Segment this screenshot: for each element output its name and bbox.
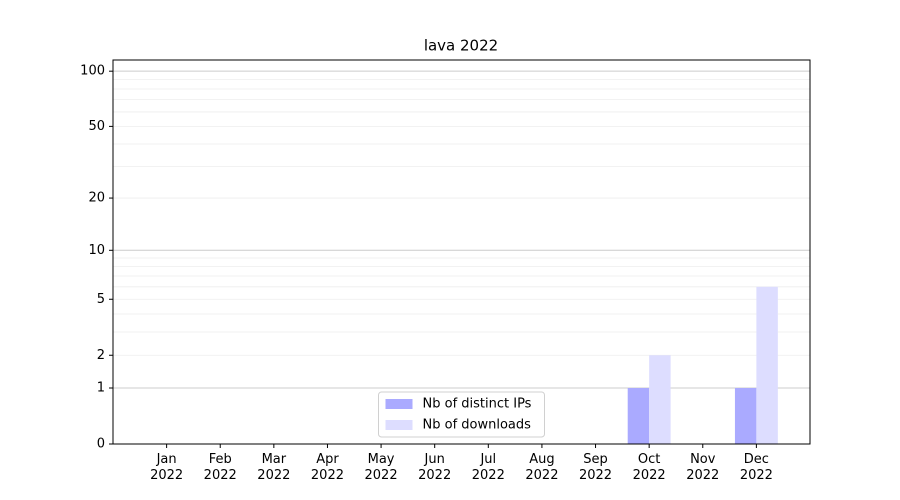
y-tick-label: 2 <box>97 348 105 363</box>
x-tick-label: Oct 2022 <box>632 452 666 483</box>
x-tick-label: Jun 2022 <box>418 452 452 483</box>
legend-label: Nb of distinct IPs <box>423 397 532 412</box>
x-tick-label: Nov 2022 <box>686 452 720 483</box>
x-tick-label: Jan 2022 <box>150 452 184 483</box>
legend-swatch <box>385 420 413 430</box>
x-tick-label: May 2022 <box>364 452 398 483</box>
y-tick-label: 100 <box>80 64 105 79</box>
bar <box>627 388 650 444</box>
plot-frame <box>112 59 811 445</box>
y-tick-label: 10 <box>88 243 105 258</box>
chart-title: lava 2022 <box>424 37 498 55</box>
x-tick-label: Dec 2022 <box>739 452 773 483</box>
y-tick-label: 20 <box>88 191 105 206</box>
y-tick-label: 50 <box>88 119 105 134</box>
bar <box>734 388 757 444</box>
y-tick-label: 0 <box>97 437 105 452</box>
x-tick-label: Aug 2022 <box>525 452 559 483</box>
x-tick-label: Jul 2022 <box>471 452 505 483</box>
legend-label: Nb of downloads <box>423 418 532 433</box>
bar <box>756 286 778 444</box>
bar <box>649 355 671 444</box>
y-tick-label: 1 <box>97 381 105 396</box>
legend: Nb of distinct IPs Nb of downloads <box>378 391 545 438</box>
x-tick-label: Sep 2022 <box>578 452 613 483</box>
x-tick-label: Apr 2022 <box>310 452 344 483</box>
x-tick-label: Mar 2022 <box>257 452 291 483</box>
y-tick-label: 5 <box>97 292 105 307</box>
legend-swatch <box>385 399 413 409</box>
x-tick-label: Feb 2022 <box>203 452 237 483</box>
legend-box <box>378 391 545 438</box>
